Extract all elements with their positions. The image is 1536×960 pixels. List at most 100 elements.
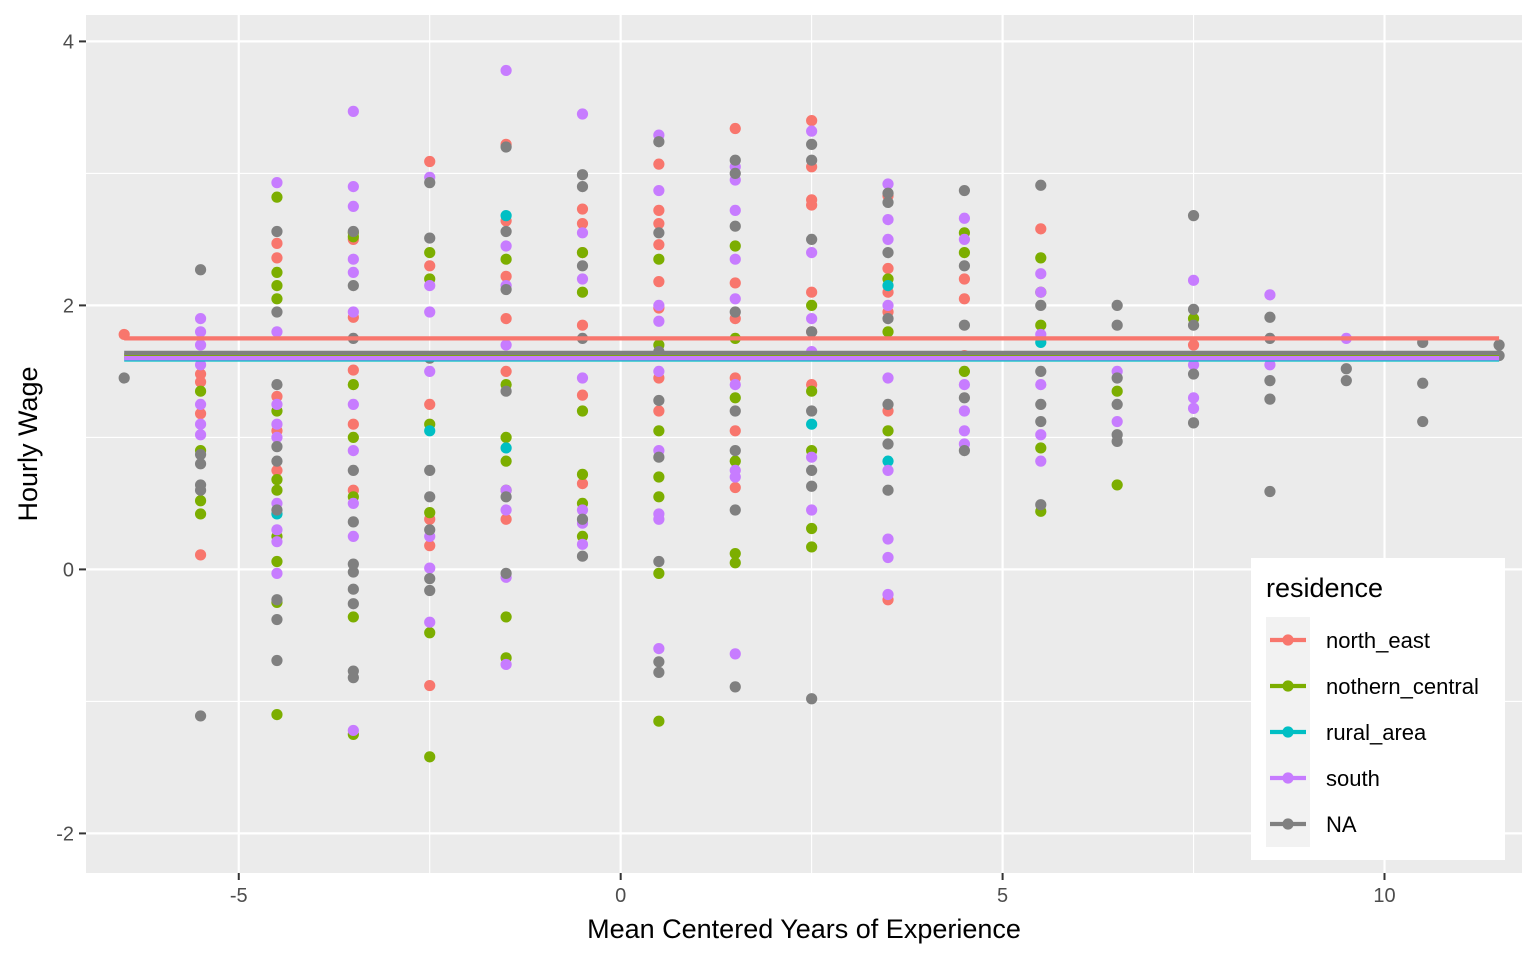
data-point <box>1035 365 1047 377</box>
data-point <box>576 108 589 120</box>
data-point <box>1187 303 1200 315</box>
data-point <box>271 177 283 189</box>
data-point <box>576 247 589 259</box>
data-point <box>806 247 818 259</box>
data-point <box>653 643 665 655</box>
data-point <box>1187 359 1200 371</box>
data-point <box>194 710 207 722</box>
data-point <box>500 339 512 351</box>
data-points <box>118 64 1505 763</box>
data-point <box>958 184 971 197</box>
data-point <box>729 392 741 404</box>
data-point <box>653 158 665 170</box>
data-point <box>347 266 359 278</box>
data-point <box>729 220 741 232</box>
y-tick-label: 2 <box>63 295 74 317</box>
data-point <box>653 394 665 407</box>
data-point <box>194 508 207 520</box>
data-point <box>882 438 894 450</box>
data-point <box>806 286 818 298</box>
data-point <box>729 306 741 318</box>
data-point <box>806 541 818 553</box>
data-point <box>882 214 894 226</box>
data-point <box>347 598 359 610</box>
data-point <box>882 425 894 437</box>
data-point <box>194 368 207 380</box>
data-point <box>500 225 512 238</box>
data-point <box>576 319 589 331</box>
data-point <box>1035 286 1047 298</box>
data-point <box>1264 375 1276 387</box>
data-point <box>500 210 512 222</box>
data-point <box>729 167 741 179</box>
y-axis-ticks: -2 0 2 4 <box>56 31 86 845</box>
data-point <box>500 513 512 525</box>
data-point <box>347 280 359 292</box>
data-point <box>729 293 741 305</box>
data-point <box>653 555 665 568</box>
data-point <box>347 225 359 238</box>
data-point <box>500 658 512 671</box>
data-point <box>653 299 665 311</box>
data-point <box>806 233 818 245</box>
data-point <box>1264 393 1276 405</box>
data-point <box>729 405 741 417</box>
data-point <box>729 425 741 437</box>
data-point <box>958 260 971 272</box>
legend-key-point <box>1282 772 1294 784</box>
data-point <box>347 724 359 737</box>
data-point <box>1187 392 1200 404</box>
series-points-NA <box>118 136 1505 722</box>
data-point <box>653 276 665 288</box>
data-point <box>500 504 512 516</box>
data-point <box>1111 299 1123 311</box>
data-point <box>576 504 589 516</box>
data-point <box>347 431 359 443</box>
data-point <box>424 247 436 259</box>
data-point <box>500 611 512 623</box>
data-point <box>194 326 207 338</box>
data-point <box>1035 223 1047 235</box>
data-point <box>729 240 741 252</box>
data-point <box>271 504 283 516</box>
legend-item-NA: NA <box>1266 801 1357 847</box>
data-point <box>1187 368 1200 380</box>
legend-key-point <box>1282 726 1294 738</box>
data-point <box>958 273 971 285</box>
legend-key-point <box>1282 680 1294 692</box>
data-point <box>1035 499 1047 511</box>
data-point <box>500 431 512 443</box>
data-point <box>1035 179 1047 191</box>
data-point <box>118 372 130 384</box>
data-point <box>576 405 589 417</box>
data-point <box>271 613 283 626</box>
data-point <box>882 464 894 476</box>
data-point <box>729 681 741 693</box>
data-point <box>271 418 283 430</box>
major-gridlines <box>86 15 1522 873</box>
data-point <box>653 715 665 727</box>
data-point <box>958 425 971 437</box>
y-tick-label: -2 <box>56 823 74 845</box>
data-point <box>500 385 512 397</box>
data-point <box>1340 375 1352 387</box>
data-point <box>576 478 589 490</box>
data-point <box>806 504 818 516</box>
data-point <box>653 253 665 265</box>
data-point <box>194 418 207 430</box>
data-point <box>271 455 283 467</box>
data-point <box>882 588 894 601</box>
data-point <box>576 538 589 550</box>
data-point <box>806 326 818 338</box>
x-tick-label: 10 <box>1373 885 1395 907</box>
data-point <box>424 491 436 503</box>
data-point <box>806 418 818 430</box>
data-point <box>729 648 741 660</box>
data-point <box>194 313 207 325</box>
data-point <box>806 199 818 211</box>
data-point <box>653 365 665 377</box>
data-point <box>882 233 894 245</box>
data-point <box>424 573 436 585</box>
